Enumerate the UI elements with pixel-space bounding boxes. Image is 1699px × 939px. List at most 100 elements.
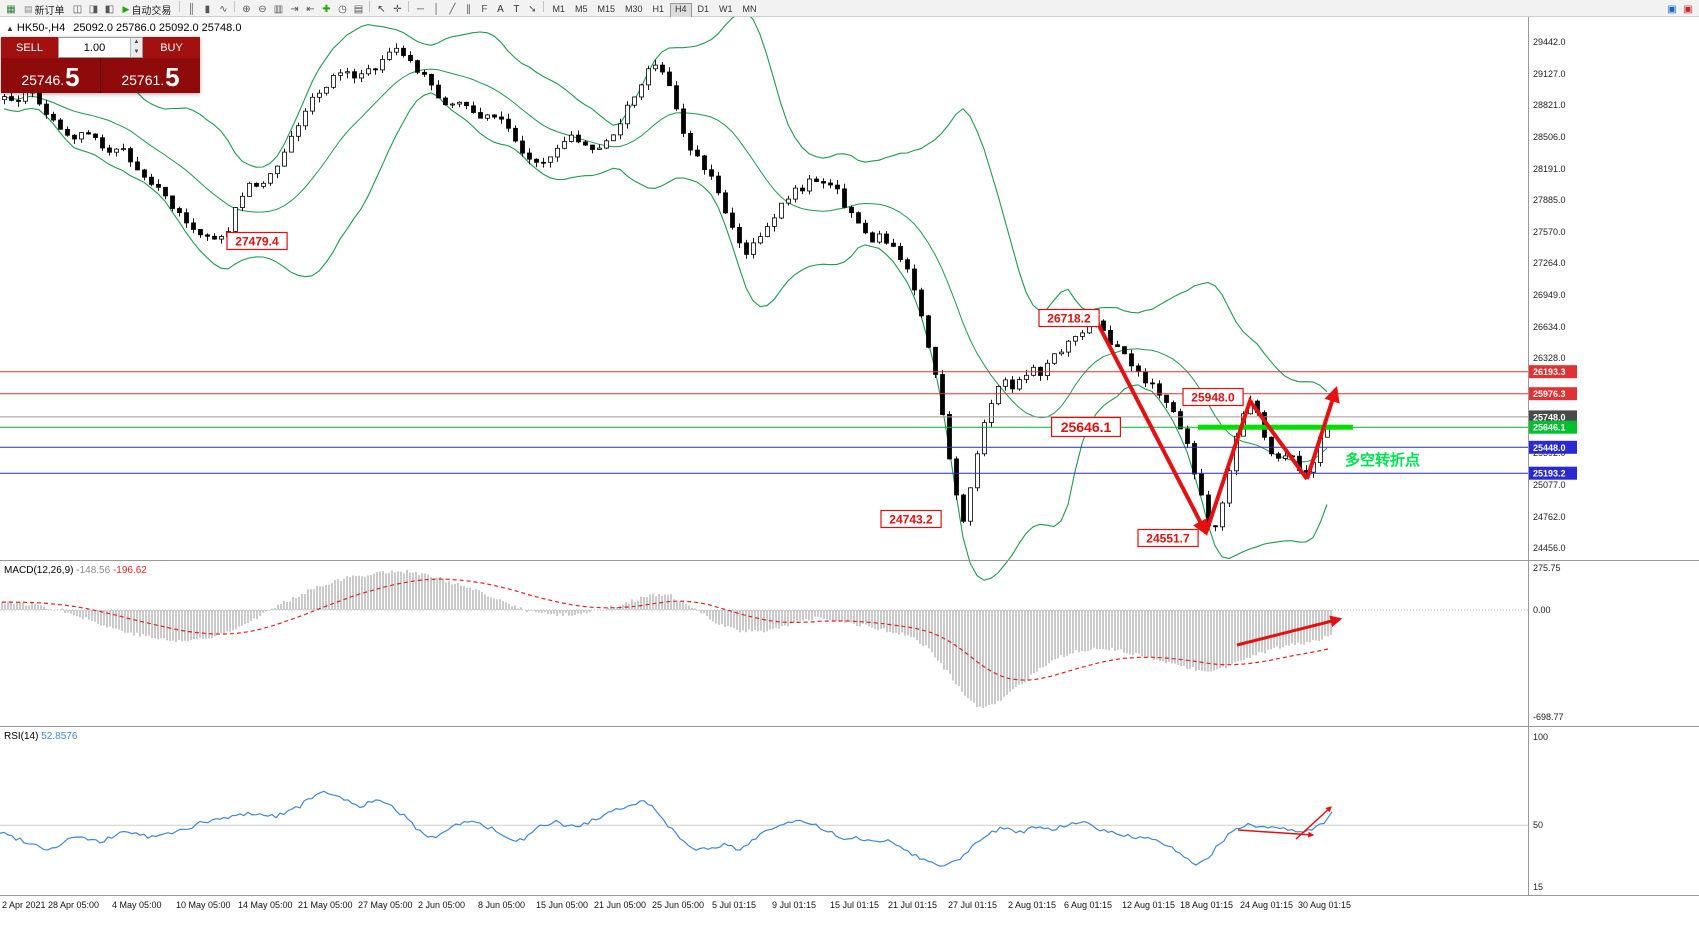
crosshair-icon[interactable]: ✛ [393,4,402,15]
periods-icon[interactable]: ◷ [338,4,347,15]
svg-text:50: 50 [1533,820,1543,830]
price-annotation-box[interactable] [1050,416,1121,438]
autotrading-button-icon: ▶ [122,4,130,14]
cursor-icon[interactable]: ↖ [377,4,386,15]
svg-text:4 May 05:00: 4 May 05:00 [112,900,162,910]
turning-point-note[interactable]: 多空转折点 [1345,451,1420,469]
svg-text:26328.0: 26328.0 [1533,353,1566,363]
arrows-tool-icon[interactable]: ➘ [528,4,537,15]
timeframe-H4[interactable]: H4 [670,2,692,18]
volume-input[interactable] [59,38,130,57]
channel-tool-icon[interactable]: ∥ [465,4,471,15]
svg-text:275.75: 275.75 [1533,563,1561,573]
navigator-icon[interactable]: ◧ [104,4,115,15]
svg-text:24 Aug 01:15: 24 Aug 01:15 [1240,900,1293,910]
svg-text:25948.0: 25948.0 [1191,390,1235,404]
candlestick-chart-icon[interactable]: ▮ [204,4,211,15]
price-annotation-box[interactable] [1137,528,1199,548]
timeframe-D1[interactable]: D1 [697,3,710,14]
svg-text:0.00: 0.00 [1533,605,1551,615]
macd-pane: 275.75 0.00 -698.77 MACD(12,26,9) -148.56 -… [0,563,1564,722]
chart-shift-icon[interactable]: ⇤ [306,4,315,15]
svg-text:25448.0: 25448.0 [1533,443,1566,453]
volume-spinner: ▲ ▼ [130,38,142,57]
sell-price-pip: 5 [65,62,80,92]
price-annotation-box[interactable] [226,231,288,251]
sell-button[interactable]: SELL [1,37,58,58]
collapse-arrow-icon[interactable]: ▲ [6,24,14,33]
trend-arrow[interactable] [1204,396,1309,534]
time-axis: 2 Apr 2021 28 Apr 05:00 4 May 05:00 10 May … [2,900,1351,910]
community-icon[interactable]: ▣ [1667,4,1677,15]
trend-arrow[interactable] [1305,385,1340,480]
svg-text:28821.0: 28821.0 [1533,100,1566,110]
label-tool-icon[interactable]: T [513,4,520,15]
trend-arrow[interactable] [1094,319,1208,536]
text-tool-icon[interactable]: A [497,4,504,15]
vline-tool-icon[interactable]: │ [433,4,440,15]
fibonacci-tool-icon[interactable]: F [481,4,488,15]
timeframe-MN[interactable]: MN [742,3,757,14]
new-order-button-icon: ▤ [24,4,33,14]
svg-text:26718.2: 26718.2 [1047,311,1091,325]
chart-canvas[interactable]: 27479.4 26718.2 25948.0 25646.1 24743.2 24551… [0,17,1699,939]
bar-chart-icon[interactable]: ║ [187,4,195,15]
svg-text:30 Aug 01:15: 30 Aug 01:15 [1298,900,1351,910]
hline-tool-icon[interactable]: ─ [416,4,424,15]
trendline-tool-icon[interactable]: ╱ [449,4,456,15]
autotrading-button[interactable]: ▶ 自动交易 [119,3,176,17]
price-annotation-box[interactable] [1182,387,1244,407]
buy-price[interactable]: 25761. 5 [101,58,200,93]
new-order-button[interactable]: ▤ 新订单 [20,3,69,17]
toolbar-separator [234,1,236,12]
timeframe-M30[interactable]: M30 [624,3,643,14]
svg-text:10 May 05:00: 10 May 05:00 [176,900,231,910]
market-watch-icon[interactable]: ◫ [72,4,83,15]
zoom-out-icon[interactable]: ⊖ [258,4,267,15]
trend-arrow[interactable] [1236,615,1343,647]
svg-text:27570.0: 27570.0 [1533,227,1566,237]
price-tag [1529,387,1577,401]
chart-window[interactable]: 27479.4 26718.2 25948.0 25646.1 24743.2 24551… [0,17,1699,939]
buy-button[interactable]: BUY [143,37,200,58]
timeframe-M15[interactable]: M15 [597,3,615,14]
volume-up-button[interactable]: ▲ [131,38,142,48]
price-annotation-box[interactable] [1038,308,1100,328]
macd-title: MACD(12,26,9) -148.56 -196.62 [4,565,147,576]
svg-text:26634.0: 26634.0 [1533,322,1566,332]
line-chart-icon[interactable]: ∿ [219,4,228,15]
price-tag [1529,466,1577,480]
volume-down-button[interactable]: ▼ [131,47,142,57]
buy-price-pip: 5 [165,62,180,92]
new-chart-icon[interactable]: ▦ [6,4,16,15]
tile-windows-icon[interactable]: ▥ [273,4,284,15]
svg-text:6 Aug 01:15: 6 Aug 01:15 [1064,900,1112,910]
svg-text:25748.0: 25748.0 [1533,412,1566,422]
price-annotation-box[interactable] [880,509,942,529]
volume-field: ▲ ▼ [58,37,143,58]
alert-icon[interactable]: ▣ [1683,4,1693,15]
svg-text:9 Jul 01:15: 9 Jul 01:15 [772,900,816,910]
autotrading-button-label: 自动交易 [131,6,172,17]
timeframe-W1[interactable]: W1 [719,3,733,14]
data-window-icon[interactable]: ◨ [88,4,99,15]
timeframe-M5[interactable]: M5 [574,3,588,14]
timeframe-H1[interactable]: H1 [652,3,665,14]
svg-text:25 Jun 05:00: 25 Jun 05:00 [652,900,704,910]
svg-text:28506.0: 28506.0 [1533,132,1566,142]
indicators-icon[interactable]: ✚ [322,4,331,15]
new-order-button-label: 新订单 [34,6,65,17]
price-tag [1529,365,1577,379]
auto-scroll-icon[interactable]: ⇥ [290,4,299,15]
templates-icon[interactable]: ▤ [353,4,364,15]
svg-text:14 May 05:00: 14 May 05:00 [238,900,293,910]
zoom-in-icon[interactable]: ⊕ [242,4,251,15]
sell-price[interactable]: 25746. 5 [1,58,100,93]
trend-arrow[interactable] [1295,806,1332,840]
svg-text:100: 100 [1533,732,1548,742]
svg-text:2 Apr 2021: 2 Apr 2021 [2,900,46,910]
svg-text:27 May 05:00: 27 May 05:00 [358,900,413,910]
svg-text:24456.0: 24456.0 [1533,543,1566,553]
timeframe-M1[interactable]: M1 [552,3,565,14]
svg-text:25976.3: 25976.3 [1533,389,1566,399]
